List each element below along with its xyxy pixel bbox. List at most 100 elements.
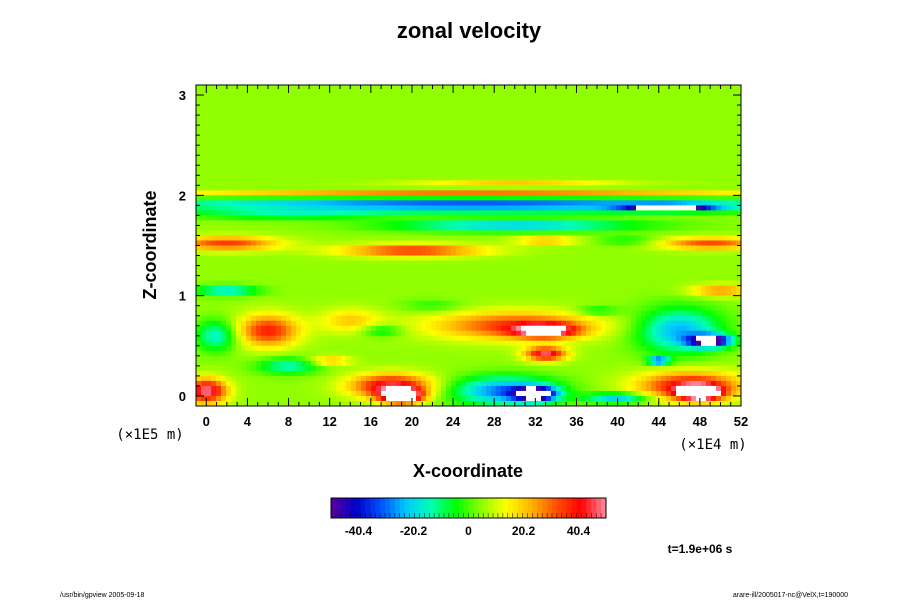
heatmap-cell — [381, 175, 387, 181]
heatmap-cell — [256, 145, 262, 151]
heatmap-cell — [201, 215, 207, 222]
heatmap-cell — [696, 120, 702, 126]
heatmap-cell — [456, 305, 462, 312]
heatmap-cell — [556, 185, 562, 191]
heatmap-cell — [561, 300, 567, 307]
heatmap-cell — [566, 210, 572, 217]
heatmap-cell — [196, 195, 202, 201]
heatmap-cell — [256, 275, 262, 282]
heatmap-cell — [481, 125, 487, 131]
heatmap-cell — [626, 275, 632, 282]
heatmap-cell — [461, 295, 467, 302]
heatmap-cell — [531, 100, 537, 106]
heatmap-cell — [296, 230, 302, 237]
heatmap-cell — [601, 160, 607, 166]
heatmap-cell — [586, 145, 592, 151]
heatmap-cell — [566, 90, 572, 96]
heatmap-cell — [236, 270, 242, 277]
heatmap-cell — [356, 140, 362, 146]
heatmap-cell — [496, 270, 502, 277]
heatmap-cell — [476, 285, 482, 292]
heatmap-cell — [426, 190, 432, 196]
heatmap-cell — [721, 245, 727, 252]
heatmap-cell — [441, 145, 447, 151]
heatmap-cell — [346, 190, 352, 196]
heatmap-cell — [361, 270, 367, 277]
heatmap-cell — [511, 305, 517, 312]
heatmap-cell — [506, 210, 512, 217]
heatmap-cell — [286, 220, 292, 227]
heatmap-cell — [431, 160, 437, 166]
heatmap-cell — [221, 160, 227, 166]
heatmap-cell — [581, 250, 587, 257]
heatmap-cell — [446, 250, 452, 257]
heatmap-cell — [486, 220, 492, 227]
heatmap-cell — [271, 200, 277, 206]
heatmap-cell — [391, 180, 397, 186]
heatmap-cell — [506, 190, 512, 196]
heatmap-cell — [681, 255, 687, 262]
heatmap-cell — [276, 185, 282, 191]
heatmap-cell — [406, 140, 412, 146]
heatmap-cell — [616, 240, 622, 247]
heatmap-cell — [386, 200, 392, 206]
heatmap-cell — [441, 170, 447, 176]
heatmap-cell — [226, 90, 232, 96]
heatmap-cell — [501, 200, 507, 206]
heatmap-cell — [496, 240, 502, 247]
heatmap-cell — [296, 310, 302, 317]
heatmap-cell — [211, 180, 217, 186]
heatmap-cell — [391, 280, 397, 287]
heatmap-cell — [246, 125, 252, 131]
heatmap-cell — [311, 305, 317, 312]
heatmap-cell — [531, 215, 537, 222]
heatmap-cell — [736, 175, 741, 181]
heatmap-cell — [291, 285, 297, 292]
heatmap-cell — [196, 295, 202, 302]
heatmap-cell — [641, 275, 647, 282]
heatmap-cell — [236, 155, 242, 161]
heatmap-cell — [736, 120, 741, 126]
heatmap-cell — [376, 280, 382, 287]
heatmap-cell — [466, 305, 472, 312]
heatmap-cell — [531, 85, 537, 91]
heatmap-cell — [251, 185, 257, 191]
heatmap-cell — [701, 195, 707, 201]
heatmap-cell — [681, 265, 687, 272]
heatmap-cell — [596, 265, 602, 272]
heatmap-cell — [721, 135, 727, 141]
heatmap-cell — [206, 220, 212, 227]
heatmap-cell — [296, 175, 302, 181]
heatmap-cell — [426, 235, 432, 242]
heatmap-cell — [551, 155, 557, 161]
heatmap-cell — [516, 160, 522, 166]
heatmap-cell — [406, 155, 412, 161]
heatmap-cell — [411, 270, 417, 277]
heatmap-cell — [201, 285, 207, 292]
heatmap-cell — [336, 115, 342, 121]
heatmap-cell — [606, 305, 612, 312]
heatmap-cell — [531, 205, 537, 211]
heatmap-cell — [646, 175, 652, 181]
heatmap-cell — [211, 310, 217, 317]
heatmap-cell — [621, 130, 627, 136]
heatmap-cell — [391, 90, 397, 96]
heatmap-cell — [466, 225, 472, 232]
heatmap-cell — [736, 265, 741, 272]
heatmap-cell — [361, 180, 367, 186]
heatmap-cell — [456, 150, 462, 156]
heatmap-cell — [431, 120, 437, 126]
heatmap-cell — [226, 180, 232, 186]
heatmap-cell — [271, 130, 277, 136]
heatmap-cell — [681, 160, 687, 166]
heatmap-cell — [346, 95, 352, 101]
heatmap-cell — [201, 310, 207, 317]
heatmap-cell — [276, 175, 282, 181]
heatmap-cell — [561, 260, 567, 267]
heatmap-cell — [336, 175, 342, 181]
heatmap-cell — [551, 300, 557, 307]
heatmap-cell — [711, 100, 717, 106]
heatmap-cell — [421, 120, 427, 126]
heatmap-cell — [541, 285, 547, 292]
heatmap-cell — [261, 85, 267, 91]
